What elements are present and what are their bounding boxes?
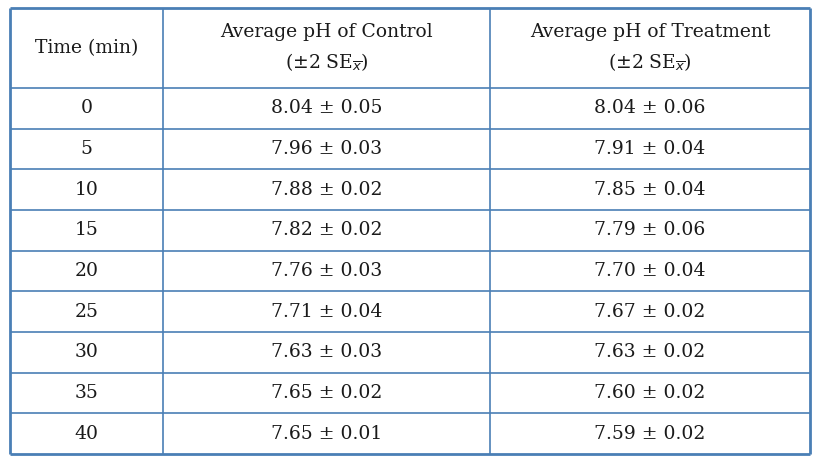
Text: 8.04 ± 0.05: 8.04 ± 0.05: [270, 99, 382, 117]
Text: 7.71 ± 0.04: 7.71 ± 0.04: [270, 303, 382, 321]
Text: 7.82 ± 0.02: 7.82 ± 0.02: [270, 221, 382, 239]
Text: Average pH of Control: Average pH of Control: [220, 23, 432, 41]
Text: 7.65 ± 0.01: 7.65 ± 0.01: [270, 425, 382, 443]
Text: Average pH of Treatment: Average pH of Treatment: [529, 23, 769, 41]
Text: 20: 20: [75, 262, 98, 280]
Text: 7.59 ± 0.02: 7.59 ± 0.02: [594, 425, 705, 443]
Text: 40: 40: [75, 425, 98, 443]
Text: 5: 5: [80, 140, 93, 158]
Text: 35: 35: [75, 384, 98, 402]
Text: 8.04 ± 0.06: 8.04 ± 0.06: [594, 99, 705, 117]
Text: ($\pm$2 SE$_{\overline{x}}$): ($\pm$2 SE$_{\overline{x}}$): [608, 52, 691, 73]
Text: 10: 10: [75, 181, 98, 199]
Text: 25: 25: [75, 303, 98, 321]
Text: Time (min): Time (min): [34, 39, 138, 57]
Text: 7.63 ± 0.03: 7.63 ± 0.03: [270, 343, 382, 361]
Text: 7.96 ± 0.03: 7.96 ± 0.03: [270, 140, 382, 158]
Text: 15: 15: [75, 221, 98, 239]
Text: 7.76 ± 0.03: 7.76 ± 0.03: [270, 262, 382, 280]
Text: 7.63 ± 0.02: 7.63 ± 0.02: [594, 343, 705, 361]
Text: 7.65 ± 0.02: 7.65 ± 0.02: [270, 384, 382, 402]
Text: 7.91 ± 0.04: 7.91 ± 0.04: [594, 140, 705, 158]
Text: 7.88 ± 0.02: 7.88 ± 0.02: [270, 181, 382, 199]
Text: ($\pm$2 SE$_{\overline{x}}$): ($\pm$2 SE$_{\overline{x}}$): [284, 52, 368, 73]
Text: 7.79 ± 0.06: 7.79 ± 0.06: [594, 221, 705, 239]
Text: 7.85 ± 0.04: 7.85 ± 0.04: [594, 181, 705, 199]
Text: 7.70 ± 0.04: 7.70 ± 0.04: [594, 262, 705, 280]
Text: 30: 30: [75, 343, 98, 361]
Text: 0: 0: [80, 99, 93, 117]
Text: 7.67 ± 0.02: 7.67 ± 0.02: [594, 303, 705, 321]
Text: 7.60 ± 0.02: 7.60 ± 0.02: [594, 384, 705, 402]
